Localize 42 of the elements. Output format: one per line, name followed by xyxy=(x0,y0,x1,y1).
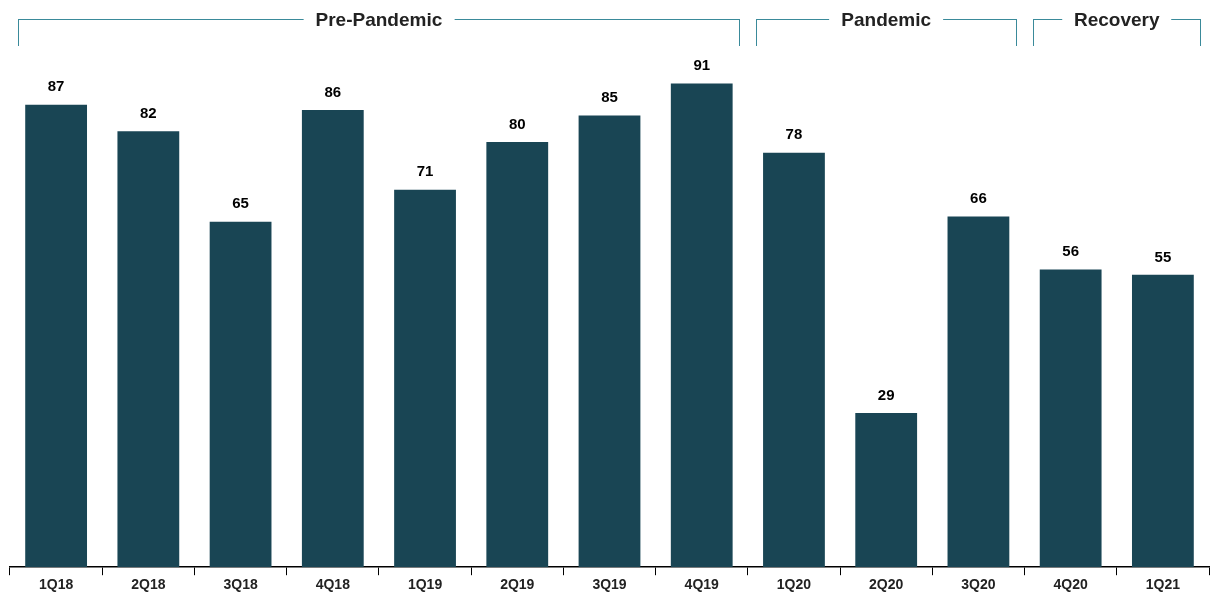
data-label: 56 xyxy=(1062,242,1079,260)
x-tick-label: 1Q21 xyxy=(1145,576,1181,593)
x-tick-label: 1Q19 xyxy=(407,576,443,593)
bar xyxy=(578,115,641,568)
data-label: 80 xyxy=(508,114,526,132)
bar xyxy=(486,142,549,568)
x-tick-label: 3Q20 xyxy=(961,576,996,593)
bar xyxy=(763,152,825,568)
bar xyxy=(947,216,1010,568)
bar xyxy=(394,189,456,568)
data-label: 66 xyxy=(970,189,987,207)
text: Pandemic xyxy=(829,9,944,31)
bar xyxy=(1039,269,1102,568)
x-tick-label: 2Q20 xyxy=(869,576,904,593)
x-tick-label: 3Q19 xyxy=(592,576,627,593)
data-label: 55 xyxy=(1154,247,1172,265)
x-tick-label: 1Q20 xyxy=(776,576,812,593)
x-tick-label: 4Q19 xyxy=(684,576,720,593)
data-label: 87 xyxy=(47,77,65,95)
data-label: 82 xyxy=(140,104,157,122)
bar xyxy=(301,110,364,568)
x-tick-label: 3Q18 xyxy=(223,576,258,593)
data-label: 86 xyxy=(324,82,342,100)
text: Pre-Pandemic xyxy=(303,9,455,31)
bar xyxy=(209,221,272,568)
x-tick-label: 2Q18 xyxy=(131,576,166,593)
data-label: 91 xyxy=(693,56,711,74)
data-label: 29 xyxy=(877,385,895,403)
x-tick-label: 4Q18 xyxy=(315,576,351,593)
x-tick-label: 4Q20 xyxy=(1053,576,1088,593)
data-label: 65 xyxy=(232,194,249,212)
data-label: 71 xyxy=(416,162,434,180)
bar xyxy=(855,413,918,568)
bar xyxy=(1131,274,1194,568)
text: Recovery xyxy=(1061,9,1172,31)
data-label: 85 xyxy=(601,88,618,106)
x-tick-label: 2Q19 xyxy=(500,576,535,593)
bar xyxy=(117,131,180,568)
bar xyxy=(25,104,88,568)
bar xyxy=(670,83,733,568)
x-tick-label: 1Q18 xyxy=(38,576,74,593)
data-label: 78 xyxy=(785,125,803,143)
